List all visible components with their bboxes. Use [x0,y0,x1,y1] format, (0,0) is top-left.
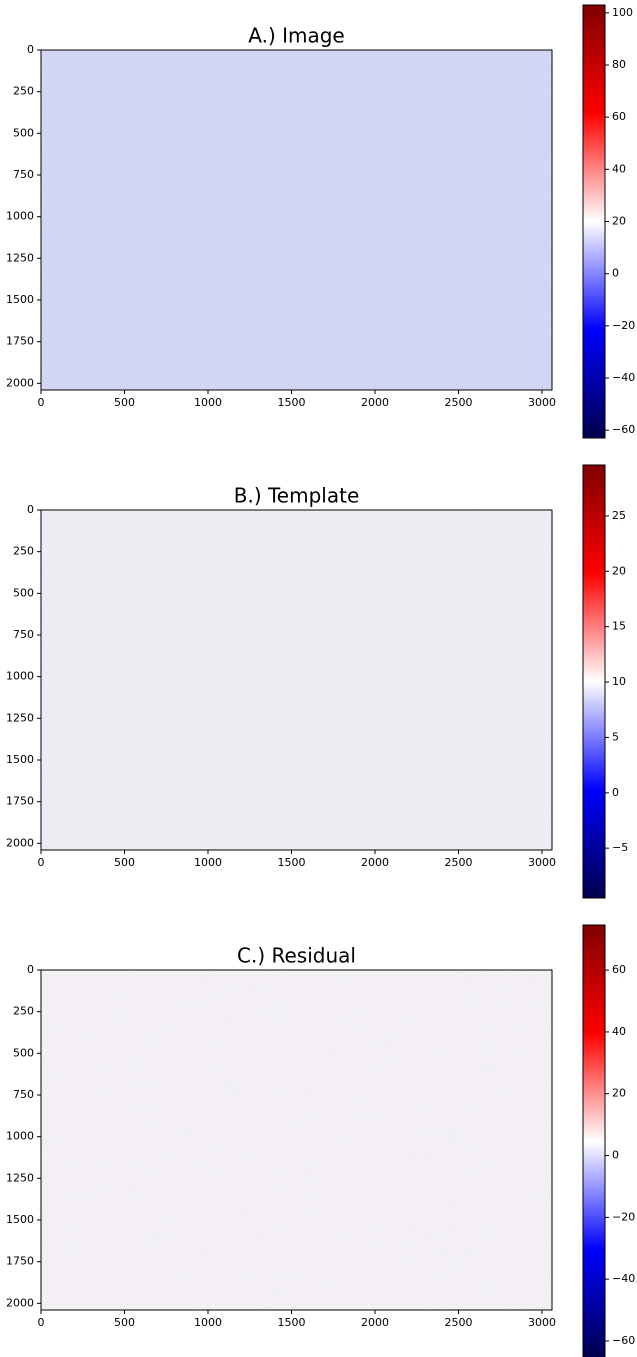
panel-title: B.) Template [234,484,360,508]
x-tick-label: 0 [38,856,45,869]
colorbar-tick-label: 20 [612,215,626,228]
colorbar-tick-label: −5 [612,841,628,854]
image-noise [41,510,552,850]
colorbar-tick-label: 80 [612,58,626,71]
colorbar-tick-label: −20 [612,1210,635,1223]
y-tick-label: 1500 [6,753,34,766]
x-tick-label: 1000 [194,856,222,869]
y-tick-label: 1250 [6,1171,34,1184]
colorbar-tick-label: −60 [612,1334,635,1347]
y-tick-label: 1750 [6,795,34,808]
panel-title: C.) Residual [237,944,356,968]
y-tick-label: 1500 [6,1213,34,1226]
x-tick-label: 500 [114,856,135,869]
y-tick-label: 1250 [6,711,34,724]
y-tick-label: 2000 [6,836,34,849]
colorbar-tick-label: 0 [612,1149,619,1162]
colorbar-tick-label: 0 [612,786,619,799]
colorbar-tick-label: 40 [612,162,626,175]
colorbar-tick-label: −40 [612,371,635,384]
colorbar [582,4,606,439]
colorbar [582,924,606,1357]
colorbar-tick-label: −40 [612,1272,635,1285]
y-tick-label: 250 [13,85,34,98]
y-tick-label: 750 [13,1088,34,1101]
y-tick-label: 0 [27,963,34,976]
x-tick-label: 2500 [444,1316,472,1329]
x-tick-label: 2500 [444,396,472,409]
y-tick-label: 500 [13,586,34,599]
y-tick-label: 750 [13,168,34,181]
y-tick-label: 1500 [6,293,34,306]
axes-frame [40,509,553,851]
y-tick-label: 500 [13,1046,34,1059]
x-tick-label: 1000 [194,396,222,409]
y-tick-label: 1000 [6,670,34,683]
y-tick-label: 1000 [6,1130,34,1143]
x-tick-label: 500 [114,396,135,409]
x-tick-label: 1500 [277,396,305,409]
image-noise [41,970,552,1310]
y-tick-label: 250 [13,545,34,558]
x-tick-label: 500 [114,1316,135,1329]
colorbar-tick-label: 15 [612,620,626,633]
colorbar-tick-label: −20 [612,319,635,332]
colorbar-tick-label: 100 [612,6,633,19]
y-tick-label: 0 [27,43,34,56]
x-tick-label: 3000 [528,1316,556,1329]
y-tick-label: 0 [27,503,34,516]
y-tick-label: 1250 [6,251,34,264]
y-tick-label: 2000 [6,376,34,389]
x-tick-label: 2500 [444,856,472,869]
axes-frame [40,969,553,1311]
y-tick-label: 1750 [6,335,34,348]
image-noise [41,50,552,390]
y-tick-label: 250 [13,1005,34,1018]
y-tick-label: 1750 [6,1255,34,1268]
colorbar-tick-label: 60 [612,963,626,976]
x-tick-label: 1000 [194,1316,222,1329]
x-tick-label: 2000 [361,1316,389,1329]
x-tick-label: 3000 [528,856,556,869]
x-tick-label: 2000 [361,396,389,409]
colorbar-tick-label: 10 [612,675,626,688]
x-tick-label: 3000 [528,396,556,409]
colorbar-tick-label: 60 [612,110,626,123]
colorbar-tick-label: 25 [612,509,626,522]
x-tick-label: 0 [38,1316,45,1329]
x-tick-label: 0 [38,396,45,409]
y-tick-label: 750 [13,628,34,641]
colorbar [582,464,606,899]
colorbar-tick-label: 0 [612,267,619,280]
axes-frame [40,49,553,391]
colorbar-tick-label: 40 [612,1025,626,1038]
x-tick-label: 1500 [277,1316,305,1329]
colorbar-tick-label: 20 [612,564,626,577]
colorbar-tick-label: −60 [612,423,635,436]
panel-title: A.) Image [248,24,344,48]
colorbar-tick-label: 20 [612,1087,626,1100]
x-tick-label: 1500 [277,856,305,869]
x-tick-label: 2000 [361,856,389,869]
y-tick-label: 2000 [6,1296,34,1309]
y-tick-label: 500 [13,126,34,139]
colorbar-tick-label: 5 [612,730,619,743]
y-tick-label: 1000 [6,210,34,223]
